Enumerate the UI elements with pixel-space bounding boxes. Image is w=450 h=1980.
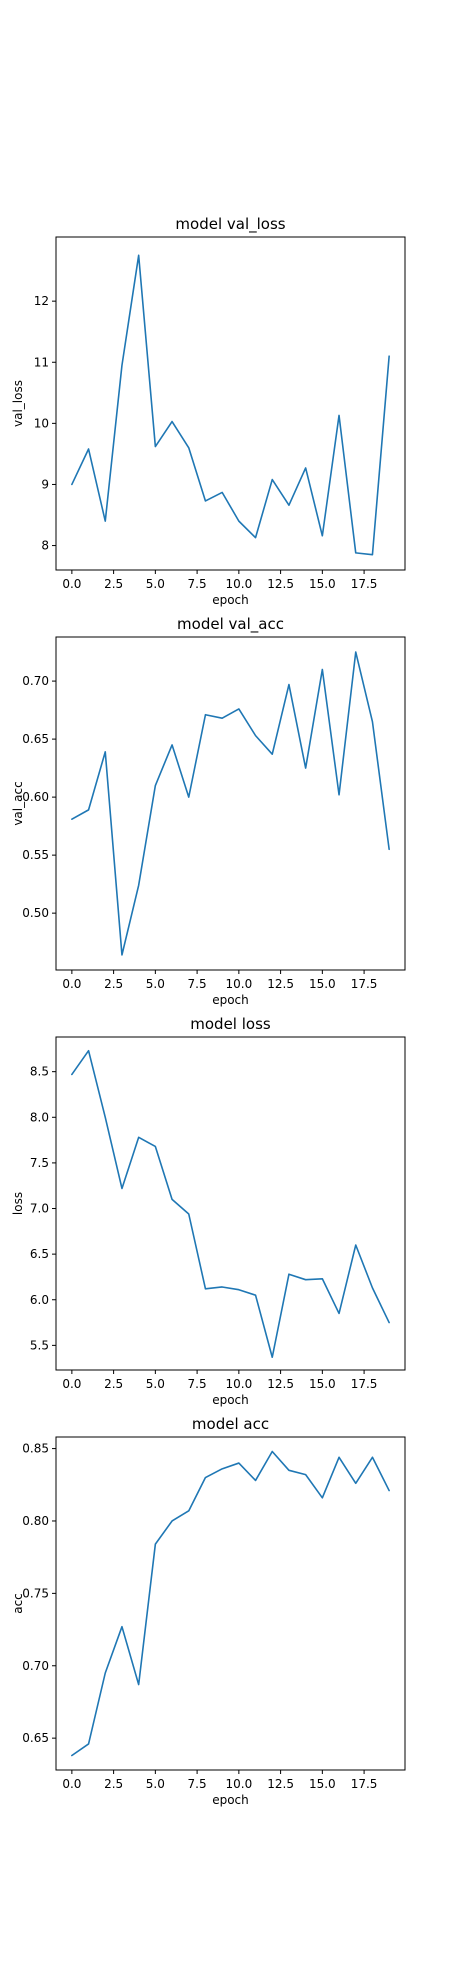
x-tick-label: 5.0 bbox=[146, 1777, 165, 1791]
y-tick-label: 0.75 bbox=[22, 1586, 49, 1600]
y-tick-label: 0.70 bbox=[22, 1659, 49, 1673]
series-line-1 bbox=[71, 254, 390, 556]
x-tick-label: 5.0 bbox=[146, 577, 165, 591]
x-tick-label: 15.0 bbox=[309, 1377, 336, 1391]
series-line-1 bbox=[71, 1450, 390, 1757]
x-tick-label: 12.5 bbox=[267, 977, 294, 991]
x-axis-label: epoch bbox=[212, 593, 249, 607]
x-tick-label: 0.0 bbox=[62, 577, 81, 591]
x-tick-label: 2.5 bbox=[104, 1377, 123, 1391]
y-tick-label: 11 bbox=[34, 355, 49, 369]
x-tick-label: 2.5 bbox=[104, 577, 123, 591]
y-axis-label: val_acc bbox=[11, 781, 25, 825]
chart-title: model val_acc bbox=[177, 615, 284, 634]
x-tick-label: 12.5 bbox=[267, 1377, 294, 1391]
plot-area-frame bbox=[55, 1436, 406, 1771]
y-tick-label: 12 bbox=[34, 294, 49, 308]
y-tick-label: 0.80 bbox=[22, 1514, 49, 1528]
y-tick-label: 10 bbox=[34, 416, 49, 430]
plot-area-frame bbox=[55, 236, 406, 571]
x-tick-label: 7.5 bbox=[188, 577, 207, 591]
y-tick-label: 8.0 bbox=[30, 1110, 49, 1124]
y-tick-label: 0.65 bbox=[22, 732, 49, 746]
x-tick-label: 7.5 bbox=[188, 1777, 207, 1791]
x-axis-label: epoch bbox=[212, 1793, 249, 1807]
x-tick-label: 12.5 bbox=[267, 577, 294, 591]
x-axis-label: epoch bbox=[212, 1393, 249, 1407]
x-tick-label: 12.5 bbox=[267, 1777, 294, 1791]
plot-area-frame bbox=[55, 636, 406, 971]
x-tick-label: 17.5 bbox=[351, 1777, 378, 1791]
x-tick-label: 7.5 bbox=[188, 977, 207, 991]
x-tick-label: 0.0 bbox=[62, 1777, 81, 1791]
y-tick-label: 0.85 bbox=[22, 1442, 49, 1456]
x-tick-label: 5.0 bbox=[146, 977, 165, 991]
x-tick-label: 0.0 bbox=[62, 977, 81, 991]
y-tick-label: 0.50 bbox=[22, 906, 49, 920]
y-tick-label: 0.70 bbox=[22, 674, 49, 688]
x-tick-label: 10.0 bbox=[225, 977, 252, 991]
x-tick-label: 17.5 bbox=[351, 1377, 378, 1391]
chart-panel-2: model val_acc 0.0 2.5 5.0 7.5 10.0 12.5 15.0 17.… bbox=[11, 615, 406, 1007]
y-axis-label: loss bbox=[11, 1192, 25, 1215]
y-tick-label: 5.5 bbox=[30, 1338, 49, 1352]
chart-title: model loss bbox=[190, 1015, 271, 1033]
x-tick-label: 15.0 bbox=[309, 577, 336, 591]
x-tick-label: 5.0 bbox=[146, 1377, 165, 1391]
x-tick-label: 10.0 bbox=[225, 1377, 252, 1391]
y-tick-label: 8.5 bbox=[30, 1065, 49, 1079]
chart-panel-1: model val_loss 0.0 2.5 5.0 7.5 10.0 12.5 15.0 17… bbox=[11, 215, 406, 607]
chart-title: model acc bbox=[192, 1415, 269, 1433]
plot-area-frame bbox=[55, 1036, 406, 1371]
y-tick-label: 0.55 bbox=[22, 848, 49, 862]
y-tick-label: 6.0 bbox=[30, 1293, 49, 1307]
chart-panel-3: model loss 0.0 2.5 5.0 7.5 10.0 12.5 15.0 17.5 5.… bbox=[11, 1015, 406, 1407]
x-tick-label: 17.5 bbox=[351, 577, 378, 591]
x-tick-label: 15.0 bbox=[309, 977, 336, 991]
x-tick-label: 15.0 bbox=[309, 1777, 336, 1791]
x-axis-label: epoch bbox=[212, 993, 249, 1007]
x-tick-label: 10.0 bbox=[225, 1777, 252, 1791]
x-tick-label: 7.5 bbox=[188, 1377, 207, 1391]
y-axis-label: val_loss bbox=[11, 380, 25, 427]
series-line-1 bbox=[71, 1049, 390, 1359]
y-tick-label: 0.60 bbox=[22, 790, 49, 804]
chart-panel-4: model acc 0.0 2.5 5.0 7.5 10.0 12.5 15.0 17.5 0.6… bbox=[11, 1415, 406, 1807]
chart-title: model val_loss bbox=[175, 215, 285, 234]
y-axis-label: acc bbox=[11, 1593, 25, 1614]
y-tick-label: 8 bbox=[41, 539, 49, 553]
y-tick-label: 7.0 bbox=[30, 1202, 49, 1216]
series-line-1 bbox=[71, 651, 390, 956]
y-tick-label: 0.65 bbox=[22, 1731, 49, 1745]
y-tick-label: 6.5 bbox=[30, 1247, 49, 1261]
x-tick-label: 0.0 bbox=[62, 1377, 81, 1391]
y-tick-label: 7.5 bbox=[30, 1156, 49, 1170]
x-tick-label: 2.5 bbox=[104, 1777, 123, 1791]
x-tick-label: 10.0 bbox=[225, 577, 252, 591]
x-tick-label: 2.5 bbox=[104, 977, 123, 991]
x-tick-label: 17.5 bbox=[351, 977, 378, 991]
y-tick-label: 9 bbox=[41, 477, 49, 491]
